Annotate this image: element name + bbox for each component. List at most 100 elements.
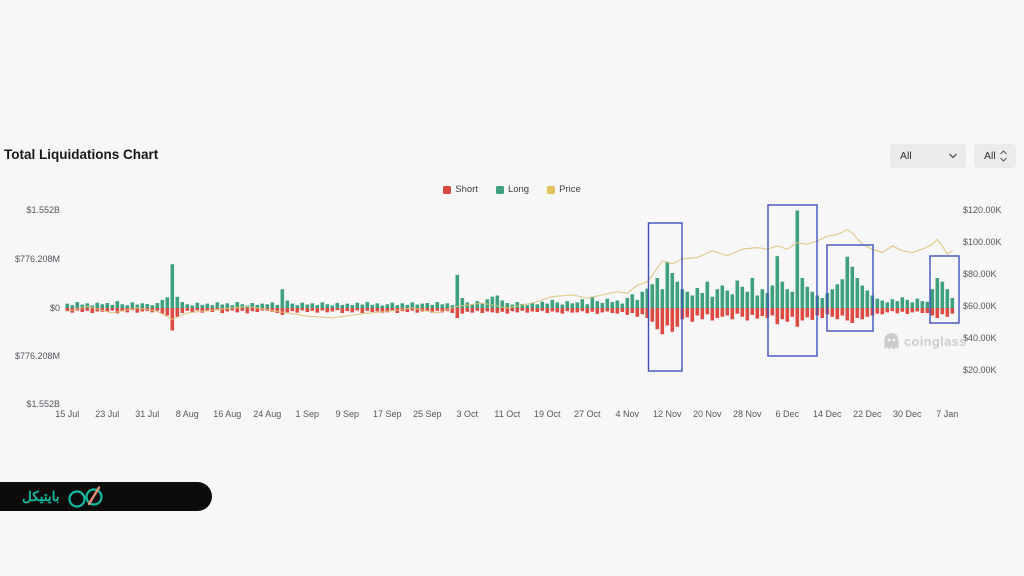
x-axis-tick: 6 Dec xyxy=(775,409,800,419)
long-bar xyxy=(910,302,915,308)
legend-item-price[interactable]: Price xyxy=(547,184,581,195)
short-bar xyxy=(520,308,525,311)
long-bar xyxy=(660,289,665,308)
short-bar xyxy=(645,308,650,318)
short-bar xyxy=(860,308,865,320)
short-bar xyxy=(800,308,805,321)
x-axis-tick: 23 Jul xyxy=(95,409,120,419)
short-bar xyxy=(570,308,575,313)
ghost-icon xyxy=(884,333,899,350)
long-bar xyxy=(545,303,550,308)
long-bar xyxy=(380,305,385,308)
long-bar xyxy=(850,266,855,308)
long-bar xyxy=(120,304,125,308)
long-bar xyxy=(640,291,645,308)
long-bar xyxy=(140,303,145,308)
long-bar xyxy=(570,303,575,308)
long-bar xyxy=(440,304,445,308)
chevron-down-icon xyxy=(949,153,957,159)
short-bar xyxy=(575,308,580,313)
short-bar xyxy=(665,308,670,326)
legend-label-long: Long xyxy=(507,184,530,195)
long-bar xyxy=(225,303,230,308)
long-bar xyxy=(80,304,85,308)
long-bar xyxy=(605,298,610,308)
long-bar xyxy=(290,303,295,308)
long-bar xyxy=(305,304,310,308)
short-bar xyxy=(840,308,845,316)
short-bar xyxy=(195,308,200,311)
short-bar xyxy=(380,308,385,313)
x-axis-tick: 28 Nov xyxy=(733,409,762,419)
short-bar xyxy=(850,308,855,323)
short-bar xyxy=(715,308,720,318)
short-bar xyxy=(160,308,165,314)
short-bar xyxy=(950,308,955,314)
x-axis-tick: 30 Dec xyxy=(893,409,922,419)
long-bar xyxy=(405,304,410,308)
y-axis-label-right: $80.00K xyxy=(963,269,997,279)
short-bar xyxy=(720,308,725,317)
short-bar xyxy=(790,308,795,317)
short-bar xyxy=(770,308,775,316)
long-bar xyxy=(300,302,305,308)
long-bar xyxy=(110,304,115,308)
short-bar xyxy=(325,308,330,313)
long-bar xyxy=(240,304,245,308)
long-bar xyxy=(520,303,525,308)
short-bar xyxy=(135,308,140,313)
long-bar xyxy=(950,298,955,308)
long-bar xyxy=(445,303,450,308)
short-bar xyxy=(155,308,160,311)
exchange-filter-dropdown[interactable]: All xyxy=(890,144,966,168)
short-bar xyxy=(745,308,750,321)
long-bar xyxy=(800,278,805,308)
range-filter-dropdown[interactable]: All xyxy=(974,144,1016,168)
short-bar xyxy=(475,308,480,311)
short-bar xyxy=(730,308,735,320)
long-bar xyxy=(85,303,90,308)
short-bar xyxy=(235,308,240,313)
short-bar xyxy=(200,308,205,313)
long-bar xyxy=(620,303,625,308)
long-bar xyxy=(785,289,790,308)
short-bar xyxy=(760,308,765,317)
short-bar xyxy=(485,308,490,312)
long-bar xyxy=(220,304,225,308)
long-swatch-icon xyxy=(495,185,504,194)
legend-item-short[interactable]: Short xyxy=(443,184,478,195)
x-axis-tick: 31 Jul xyxy=(135,409,160,419)
x-axis-tick: 1 Sep xyxy=(295,409,320,419)
x-axis-tick: 8 Aug xyxy=(175,409,199,419)
short-bar xyxy=(735,308,740,314)
filter-controls: All All xyxy=(890,144,1016,168)
page-title: Total Liquidations Chart xyxy=(4,147,159,162)
long-bar xyxy=(805,286,810,308)
y-axis-label-left: $776.208M xyxy=(14,253,60,264)
long-bar xyxy=(420,303,425,308)
short-bar xyxy=(530,308,535,312)
long-bar xyxy=(415,304,420,308)
y-axis-label-left: $0 xyxy=(49,302,60,313)
brand-name: بايتيكل xyxy=(22,488,60,504)
coinglass-watermark: coinglass xyxy=(883,332,967,351)
short-bar xyxy=(165,308,170,316)
legend-label-price: Price xyxy=(559,184,581,195)
long-bar xyxy=(495,295,500,308)
short-bar xyxy=(635,308,640,317)
long-bar xyxy=(390,302,395,308)
short-bar xyxy=(440,308,445,313)
price-swatch-icon xyxy=(547,185,556,194)
long-bar xyxy=(740,286,745,308)
short-bar xyxy=(280,308,285,315)
long-bar xyxy=(685,291,690,308)
long-bar xyxy=(460,298,465,308)
long-bar xyxy=(285,300,290,308)
legend-label-short: Short xyxy=(455,184,478,195)
legend-item-long[interactable]: Long xyxy=(495,184,530,195)
short-bar xyxy=(390,308,395,311)
long-bar xyxy=(690,295,695,308)
short-bar xyxy=(870,308,875,316)
short-bar xyxy=(455,308,460,318)
